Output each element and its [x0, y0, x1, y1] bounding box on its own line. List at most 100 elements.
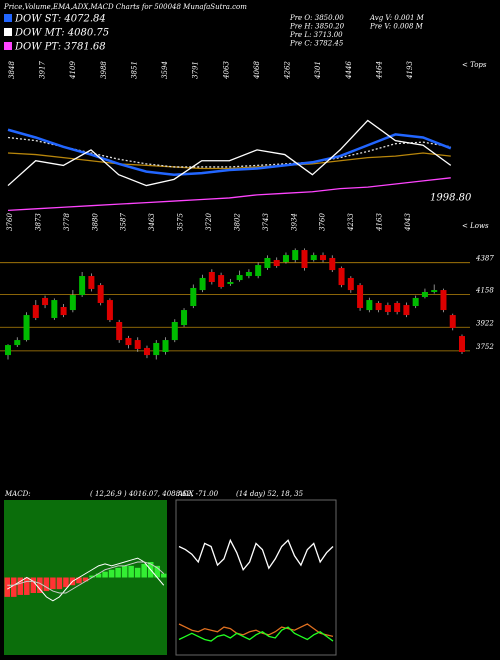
histogram-bar [24, 577, 30, 595]
tops-label: < Tops [462, 61, 487, 69]
top-label: 4109 [69, 61, 77, 80]
legend-swatch [4, 42, 12, 50]
candle-body [394, 302, 401, 312]
legend-label: DOW ST: 4072.84 [14, 14, 106, 25]
candle-body [42, 297, 49, 306]
candle-body [282, 255, 289, 262]
series-line [7, 152, 451, 170]
y-tick-label: 4158 [475, 287, 494, 295]
histogram-bar [76, 577, 82, 584]
series-line [178, 626, 334, 642]
macd-params: ( 12,26,9 ) 4016.07, 4088.62, -71.00 [90, 490, 219, 498]
adx-label: ADX [177, 490, 195, 498]
candle-body [245, 272, 252, 277]
legend-label: DOW MT: 4080.75 [14, 28, 109, 39]
histogram-bar [102, 571, 108, 578]
page-title: Price,Volume,EMA,ADX,MACD Charts for 500… [3, 3, 247, 11]
legend-swatch [4, 14, 12, 22]
candle-body [23, 315, 30, 341]
candle-body [357, 285, 364, 308]
candle-body [264, 257, 271, 268]
candle-body [227, 282, 234, 284]
candle-body [199, 277, 206, 291]
histogram-bar [82, 577, 89, 582]
histogram-bar [30, 577, 37, 593]
candle-body [292, 250, 299, 261]
low-label: 3743 [262, 213, 270, 231]
low-label: 3802 [233, 213, 241, 231]
histogram-bar [56, 577, 63, 590]
low-label: 3760 [319, 213, 327, 231]
histogram-bar [128, 565, 134, 578]
candle-body [106, 300, 113, 321]
y-tick-label: 3752 [476, 343, 494, 351]
histogram-bar [37, 577, 43, 593]
candle-body [208, 272, 215, 282]
histogram-bar [121, 565, 128, 578]
top-label: 3594 [161, 61, 169, 79]
top-label: 3848 [8, 61, 16, 79]
candle-body [218, 275, 225, 287]
candle-body [320, 255, 327, 261]
candle-body [421, 292, 428, 297]
adx-params: (14 day) 52, 18, 35 [236, 490, 304, 498]
candle-body [171, 322, 178, 341]
low-label: 3778 [63, 213, 71, 231]
candle-body [338, 267, 345, 286]
top-label: 3917 [39, 61, 47, 79]
low-label: 3934 [290, 213, 298, 231]
candle-body [79, 276, 86, 296]
candle-body [384, 305, 391, 312]
candle-body [125, 337, 132, 346]
candle-body [459, 336, 465, 352]
candle-body [236, 275, 243, 281]
macd-label: MACD: [4, 490, 31, 498]
candle-body [255, 265, 262, 277]
candle-body [273, 260, 280, 267]
info-text: Pre V: 0.008 M [369, 23, 424, 31]
macd-line [7, 561, 165, 594]
low-label: 3720 [205, 213, 213, 231]
top-label: 3791 [192, 61, 200, 79]
top-label: 4464 [375, 61, 383, 80]
candle-body [431, 290, 438, 292]
histogram-bar [95, 573, 102, 578]
low-label: 3575 [177, 213, 185, 231]
legend-label: DOW PT: 3781.68 [14, 42, 106, 53]
low-label: 3880 [91, 213, 99, 231]
series-line [7, 177, 451, 211]
candle-body [412, 297, 419, 307]
top-label: 3851 [130, 61, 138, 79]
candle-body [143, 347, 150, 356]
candle-body [153, 342, 160, 356]
low-label: 3587 [120, 213, 128, 231]
low-label: 4043 [404, 213, 412, 232]
candle-body [449, 315, 456, 328]
candle-body [88, 276, 95, 289]
low-label: 4163 [376, 213, 384, 232]
info-text: Pre L: 3713.00 [289, 31, 343, 39]
histogram-bar [108, 569, 115, 578]
histogram-bar [43, 577, 50, 592]
candle-body [181, 310, 188, 326]
candle-body [301, 250, 308, 268]
candle-body [51, 300, 58, 318]
top-label: 4262 [284, 61, 292, 80]
series-line [178, 623, 334, 638]
candle-body [69, 295, 76, 311]
y-tick-label: 4387 [475, 255, 494, 263]
candle-body [329, 257, 336, 271]
candle-body [97, 285, 104, 303]
top-label: 4301 [314, 61, 322, 80]
info-text: Pre C: 3782.45 [289, 40, 344, 48]
candle-body [347, 277, 354, 291]
series-line [7, 119, 452, 187]
candle-body [116, 322, 123, 341]
lows-label: < Lows [462, 222, 489, 230]
histogram-bar [134, 567, 141, 578]
candle-body [14, 340, 21, 346]
y-tick-label: 3922 [476, 319, 494, 327]
candle-body [310, 255, 317, 261]
candle-body [375, 302, 382, 311]
